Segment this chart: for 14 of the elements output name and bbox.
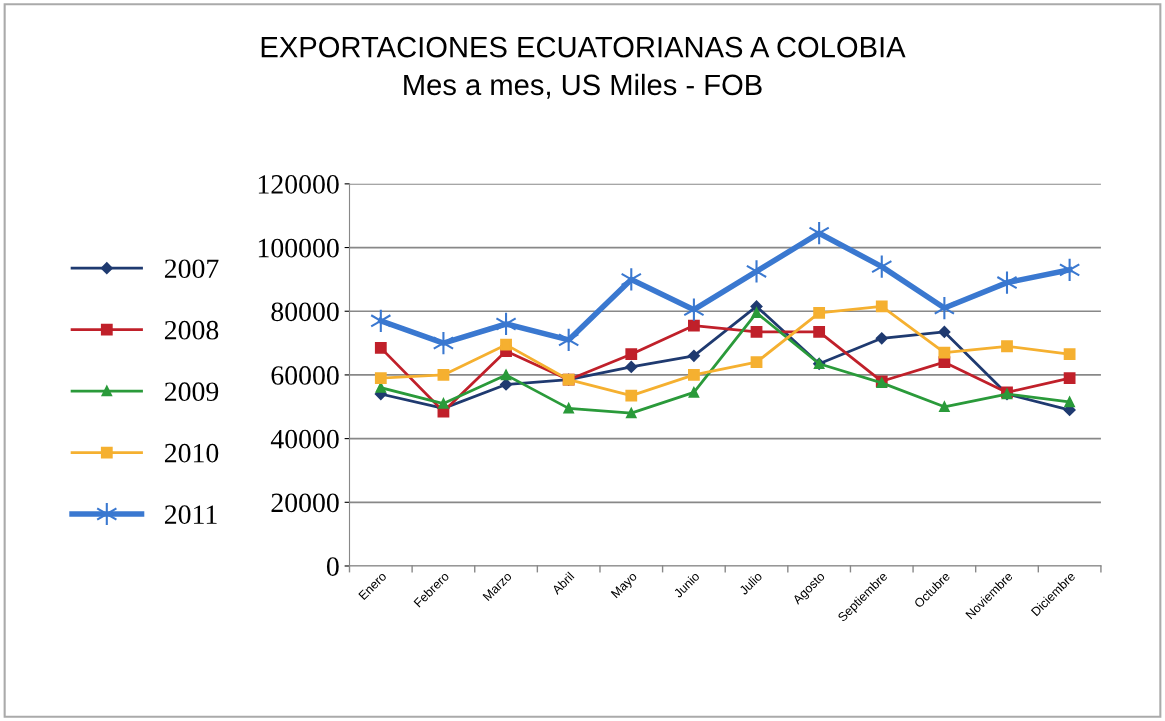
y-tick-label: 20000 [271, 493, 339, 513]
x-tick-label: Julio [738, 571, 763, 596]
y-tick-label: 120000 [258, 175, 339, 194]
legend-label: 2010 [164, 443, 219, 463]
y-tick-label: 100000 [258, 238, 339, 258]
chart-title: EXPORTACIONES ECUATORIANAS A COLOBIA Mes a mes, US Miles - FOB [261, 36, 906, 99]
y-tick-label: 80000 [271, 302, 339, 322]
legend-label: 2011 [164, 505, 217, 525]
legend-label: 2009 [164, 382, 219, 402]
legend-label: 2008 [164, 320, 219, 340]
y-tick-label: 40000 [270, 429, 339, 449]
y-tick-label: 0 [326, 557, 339, 576]
y-tick-label: 60000 [271, 366, 339, 385]
legend-label: 2007 [164, 259, 219, 279]
